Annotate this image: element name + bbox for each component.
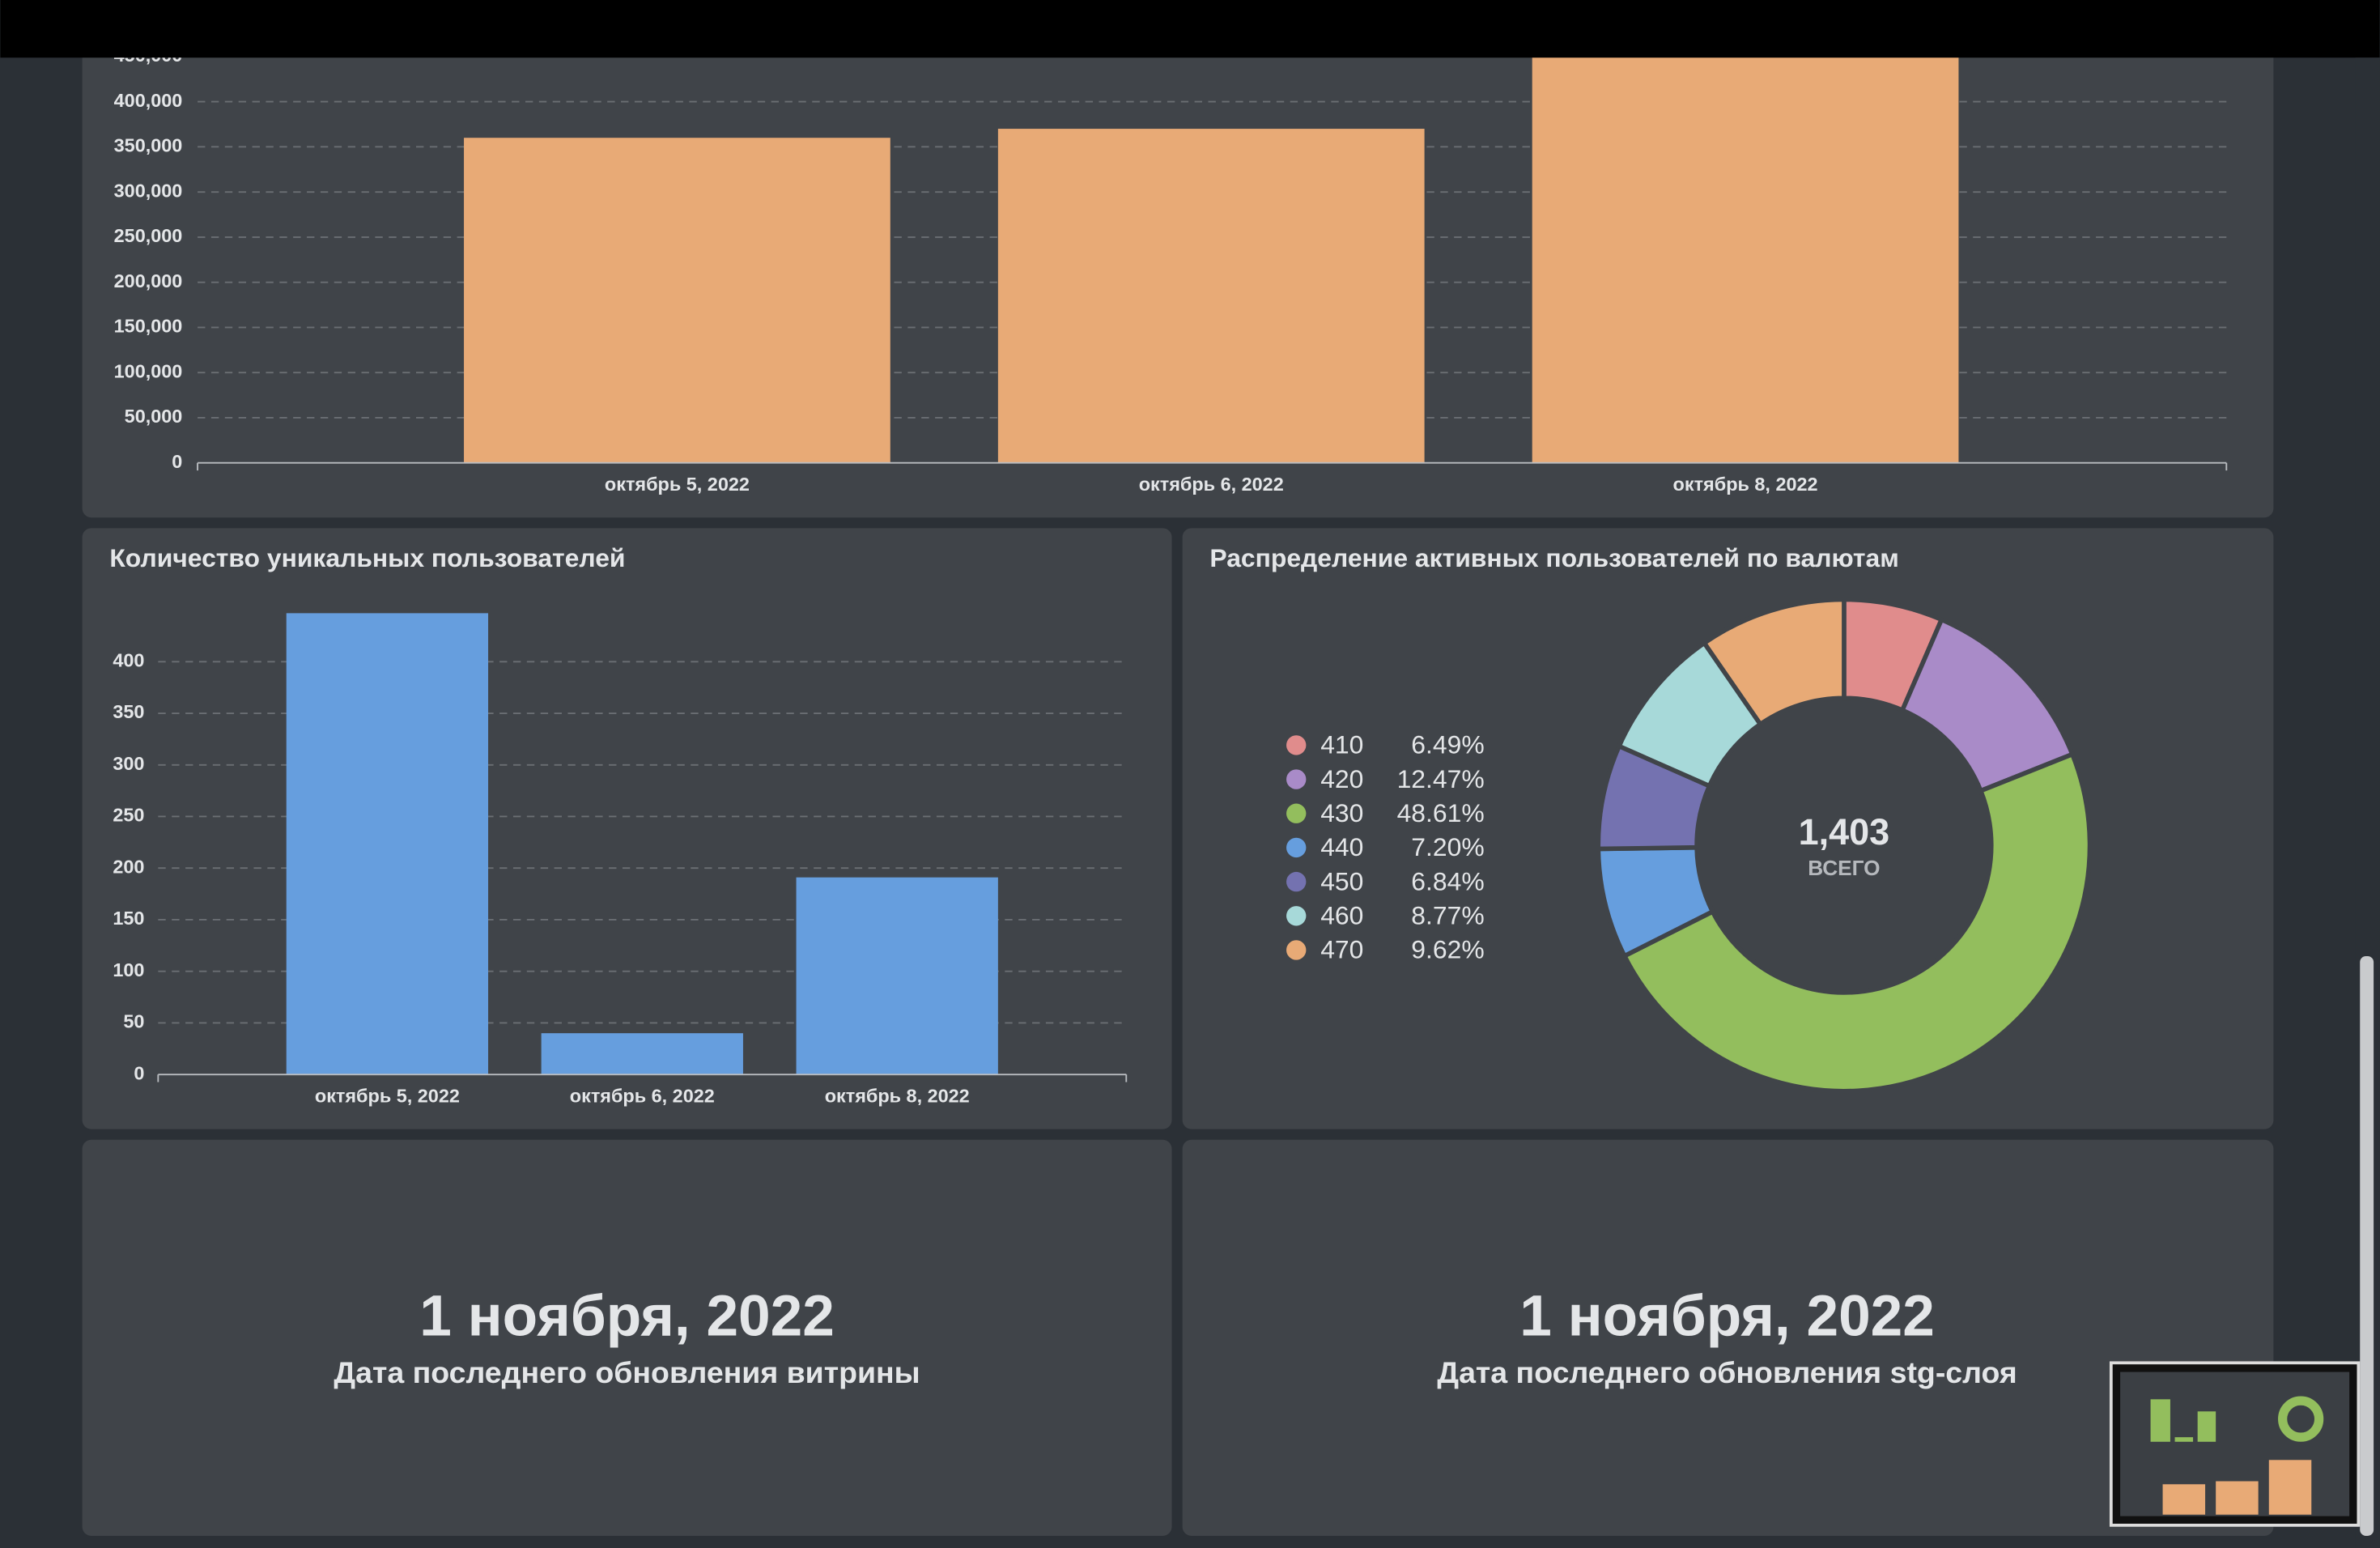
y-tick-label: 400,000 bbox=[114, 90, 183, 111]
chart-title: Распределение активных пользователей по … bbox=[1209, 543, 1898, 572]
legend-value: 8.77% bbox=[1411, 901, 1484, 930]
y-tick-label: 0 bbox=[134, 1062, 144, 1083]
card bbox=[1182, 1139, 2274, 1537]
y-tick-label: 300,000 bbox=[114, 180, 183, 201]
x-tick-label: октябрь 8, 2022 bbox=[1673, 474, 1818, 495]
legend-value: 6.49% bbox=[1411, 730, 1484, 759]
chart: Распределение активных пользователей по … bbox=[1209, 543, 2093, 1094]
card-caption: Дата последнего обновления stg-слоя bbox=[1437, 1355, 2017, 1389]
y-tick-label: 350 bbox=[113, 701, 144, 722]
y-tick-label: 100,000 bbox=[114, 360, 183, 381]
legend-swatch bbox=[1286, 906, 1307, 926]
legend-label: 440 bbox=[1320, 832, 1363, 861]
bar bbox=[796, 877, 998, 1075]
legend-swatch bbox=[1286, 871, 1307, 892]
card-value: 1 ноября, 2022 bbox=[419, 1285, 835, 1349]
y-tick-label: 200,000 bbox=[114, 270, 183, 291]
legend-swatch bbox=[1286, 803, 1307, 823]
card-caption: Дата последнего обновления витрины bbox=[334, 1355, 920, 1389]
legend-value: 48.61% bbox=[1397, 798, 1485, 827]
legend-swatch bbox=[1286, 735, 1307, 755]
y-tick-label: 200 bbox=[113, 856, 144, 877]
y-tick-label: 250,000 bbox=[114, 225, 183, 246]
y-tick-label: 150 bbox=[113, 908, 144, 929]
legend-label: 460 bbox=[1320, 901, 1363, 930]
y-tick-label: 250 bbox=[113, 805, 144, 826]
legend-label: 430 bbox=[1320, 798, 1363, 827]
bar bbox=[464, 138, 890, 463]
card-value: 1 ноября, 2022 bbox=[1519, 1285, 1935, 1349]
chart: Количество уникальных пользователей 0 50 1… bbox=[109, 543, 1128, 1106]
y-tick-label: 150,000 bbox=[114, 316, 183, 337]
bar bbox=[286, 613, 489, 1075]
y-tick-label: 400 bbox=[113, 649, 144, 670]
bar bbox=[541, 1033, 743, 1075]
card bbox=[82, 1139, 1172, 1537]
y-tick-label: 350,000 bbox=[114, 135, 183, 156]
total: 1,403 bbox=[1799, 811, 1890, 853]
y-tick-label: 50 bbox=[123, 1011, 144, 1032]
minimap[interactable] bbox=[2109, 1361, 2361, 1527]
legend-swatch bbox=[1286, 837, 1307, 858]
donut-slice bbox=[1621, 751, 2093, 1094]
x-tick-label: октябрь 5, 2022 bbox=[315, 1085, 460, 1106]
x-tick-label: октябрь 5, 2022 bbox=[605, 474, 750, 495]
x-tick-label: октябрь 6, 2022 bbox=[570, 1085, 715, 1106]
chart: 0 50,000 100,000 150,000 200,000 250,000 300,0… bbox=[114, 0, 2228, 495]
legend-value: 6.84% bbox=[1411, 866, 1484, 895]
legend-value: 12.47% bbox=[1397, 764, 1485, 793]
total-caption: ВСЕГО bbox=[1808, 856, 1880, 880]
legend-swatch bbox=[1286, 769, 1307, 789]
legend-label: 470 bbox=[1320, 935, 1363, 964]
donut-slice bbox=[1701, 597, 1847, 728]
scrollbar-thumb[interactable] bbox=[2360, 955, 2374, 1537]
legend-value: 7.20% bbox=[1411, 832, 1484, 861]
legend-label: 420 bbox=[1320, 764, 1363, 793]
x-tick-label: октябрь 6, 2022 bbox=[1139, 474, 1284, 495]
y-tick-label: 100 bbox=[113, 959, 144, 980]
y-tick-label: 300 bbox=[113, 753, 144, 774]
legend-label: 410 bbox=[1320, 730, 1363, 759]
y-tick-label: 50,000 bbox=[125, 406, 183, 427]
chart-title: Количество уникальных пользователей bbox=[109, 543, 625, 572]
legend-swatch bbox=[1286, 940, 1307, 960]
x-tick-label: октябрь 8, 2022 bbox=[825, 1085, 970, 1106]
y-tick-label: 0 bbox=[172, 451, 182, 472]
top-bar bbox=[0, 0, 2380, 58]
bar bbox=[997, 129, 1425, 463]
bar bbox=[1532, 0, 1959, 463]
legend-value: 9.62% bbox=[1411, 935, 1484, 964]
legend-label: 450 bbox=[1320, 866, 1363, 895]
